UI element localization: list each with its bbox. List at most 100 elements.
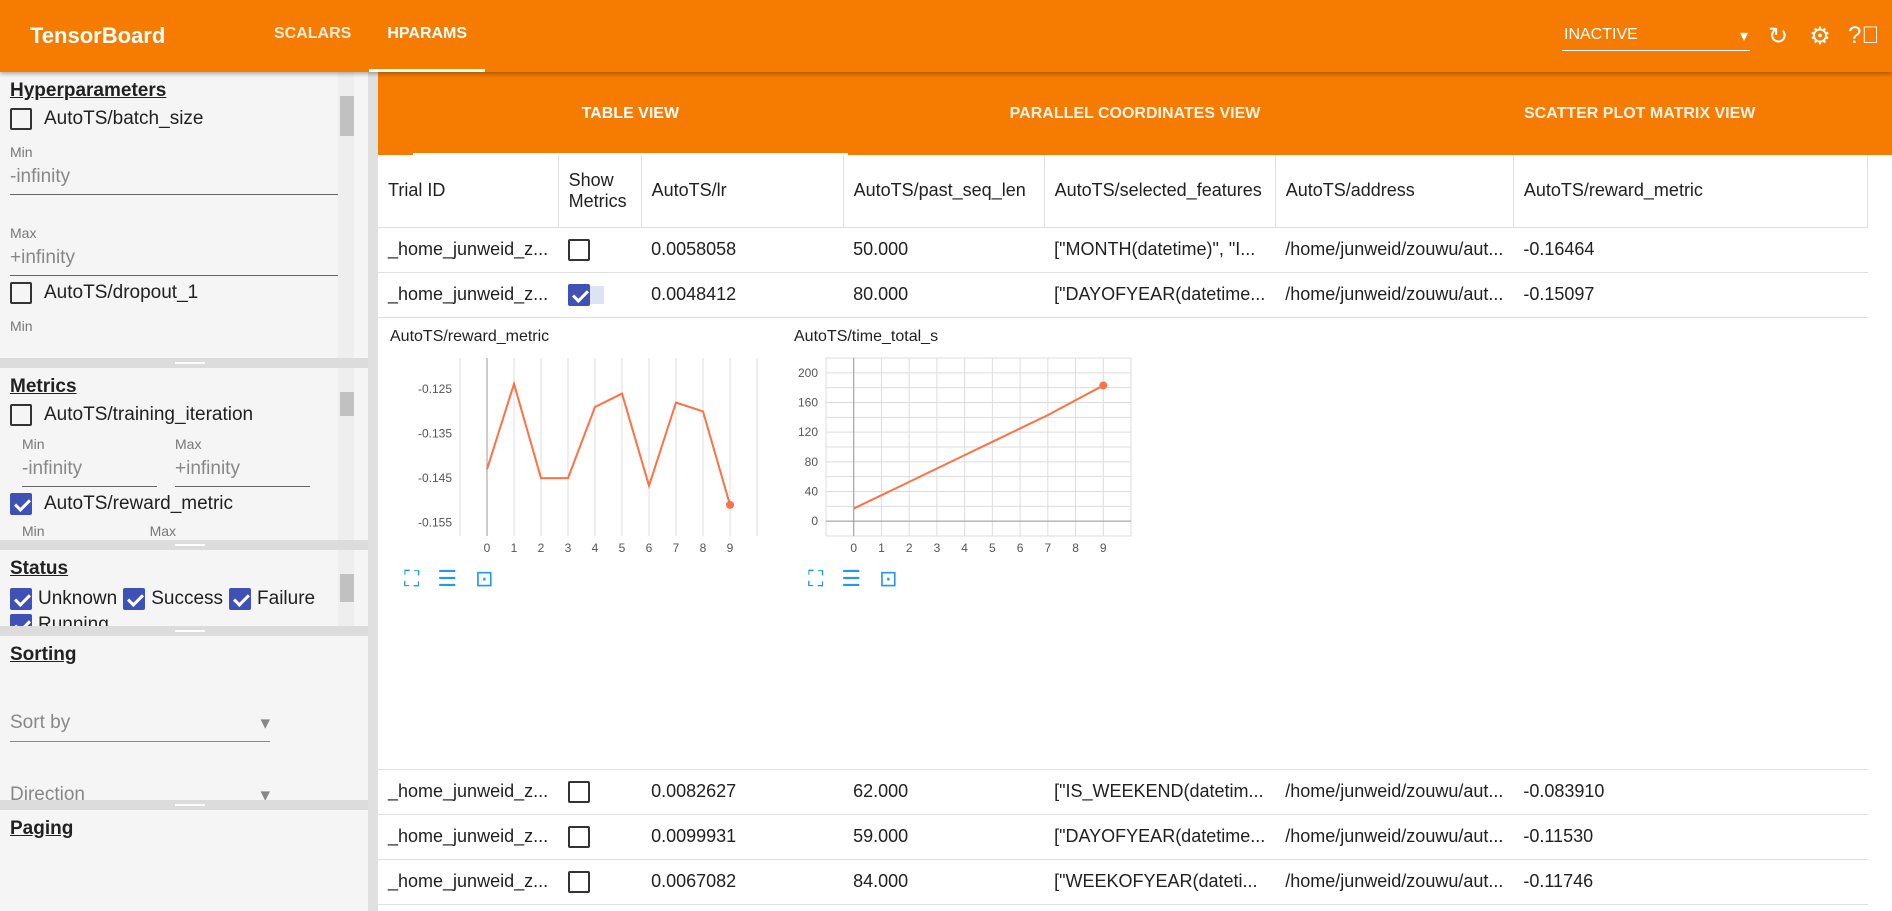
x-tick-label: 5 bbox=[989, 541, 996, 555]
fullscreen-icon[interactable]: ⛶ bbox=[404, 565, 420, 591]
gear-icon[interactable]: ⚙ bbox=[1809, 22, 1831, 50]
y-tick-label: -0.155 bbox=[418, 515, 452, 529]
table-row[interactable]: _home_junweid_z... 0.0099931 59.000 ["DA… bbox=[378, 814, 1868, 860]
max-input[interactable]: +infinity bbox=[175, 452, 310, 487]
column-header[interactable]: Trial ID bbox=[378, 155, 559, 228]
run-selector[interactable]: INACTIVE ▾ bbox=[1562, 22, 1750, 51]
show-metrics-checkbox[interactable] bbox=[568, 825, 591, 848]
y-tick-label: 200 bbox=[798, 365, 818, 379]
hparam-checkbox[interactable]: AutoTS/batch_size bbox=[10, 108, 358, 130]
hyperparameters-pane: Hyperparameters AutoTS/batch_size Min -i… bbox=[0, 72, 368, 358]
address-cell: /home/junweid/zouwu/aut... bbox=[1275, 859, 1514, 905]
tab-scalars[interactable]: SCALARS bbox=[274, 25, 352, 42]
selected-features-cell: ["MONTH(datetime)", "I... bbox=[1044, 227, 1276, 273]
column-header[interactable]: AutoTS/reward_metric bbox=[1513, 155, 1869, 228]
show-metrics-checkbox[interactable] bbox=[568, 283, 591, 306]
trial-id: _home_junweid_z... bbox=[378, 272, 559, 318]
status-unknown[interactable]: Unknown bbox=[10, 588, 117, 610]
y-tick-label: 160 bbox=[798, 395, 818, 409]
tab-hparams[interactable]: HPARAMS bbox=[369, 0, 486, 72]
min-label: Min bbox=[22, 523, 45, 539]
y-tick-label: -0.125 bbox=[418, 382, 452, 396]
table-row[interactable]: _home_junweid_z... 0.0048412 80.000 ["DA… bbox=[378, 272, 1868, 318]
trial-id: _home_junweid_z... bbox=[378, 859, 559, 905]
pane-resizer[interactable] bbox=[0, 626, 368, 636]
show-metrics-cell bbox=[558, 769, 642, 815]
data-point bbox=[726, 500, 734, 509]
tab-table-view[interactable]: TABLE VIEW bbox=[378, 72, 883, 155]
sort-by-label: Sort by bbox=[10, 712, 71, 733]
column-header[interactable]: AutoTS/lr bbox=[641, 155, 844, 228]
scrollbar-thumb[interactable] bbox=[340, 96, 354, 136]
selected-features-cell: ["DAYOFYEAR(datetime... bbox=[1044, 814, 1276, 860]
min-input[interactable]: -infinity bbox=[22, 452, 157, 487]
pane-resizer[interactable] bbox=[0, 540, 368, 550]
past-seq-len-cell: 50.000 bbox=[843, 227, 1045, 273]
checkbox[interactable] bbox=[10, 588, 32, 610]
direction-select[interactable]: Direction ▾ bbox=[10, 778, 270, 800]
table-row[interactable]: _home_junweid_z... 0.0082627 62.000 ["IS… bbox=[378, 769, 1868, 815]
selected-features-cell: ["IS_WEEKEND(datetim... bbox=[1044, 769, 1276, 815]
scrollbar[interactable] bbox=[338, 368, 354, 540]
main-content: TABLE VIEW PARALLEL COORDINATES VIEW SCA… bbox=[378, 72, 1892, 911]
refresh-icon[interactable]: ↻ bbox=[1767, 22, 1789, 50]
status-label: Unknown bbox=[38, 588, 118, 609]
sort-by-select[interactable]: Sort by ▾ bbox=[10, 706, 270, 742]
show-metrics-checkbox[interactable] bbox=[568, 238, 591, 261]
chart-svg: 0 40 80 120 160 200 0 1 2 3 4 5 6 7 8 9 bbox=[798, 357, 1132, 555]
min-input[interactable]: -infinity bbox=[10, 160, 348, 195]
trials-table: Trial ID Show Metrics AutoTS/lr AutoTS/p… bbox=[378, 155, 1869, 905]
table-row[interactable]: _home_junweid_z... 0.0058058 50.000 ["MO… bbox=[378, 227, 1868, 273]
x-tick-label: 7 bbox=[1044, 541, 1051, 555]
x-tick-label: 9 bbox=[1100, 541, 1107, 555]
hparam-checkbox[interactable]: AutoTS/dropout_1 bbox=[10, 282, 358, 304]
x-tick-label: 1 bbox=[878, 541, 885, 555]
checkbox[interactable] bbox=[10, 282, 32, 304]
trial-id: _home_junweid_z... bbox=[378, 814, 559, 860]
scrollbar[interactable] bbox=[338, 72, 354, 358]
pane-resizer[interactable] bbox=[0, 800, 368, 810]
status-label: Failure bbox=[257, 588, 316, 609]
tab-parallel-coordinates-view[interactable]: PARALLEL COORDINATES VIEW bbox=[1009, 105, 1261, 122]
tab-scatter-plot-matrix-view[interactable]: SCATTER PLOT MATRIX VIEW bbox=[1523, 105, 1756, 122]
column-header[interactable]: Show Metrics bbox=[558, 155, 642, 228]
max-label: Max bbox=[175, 436, 202, 452]
fit-domain-icon[interactable]: ⊡ bbox=[475, 565, 494, 591]
checkbox[interactable] bbox=[10, 493, 32, 515]
show-metrics-checkbox[interactable] bbox=[568, 780, 591, 803]
fullscreen-icon[interactable]: ⛶ bbox=[808, 565, 824, 591]
checkbox[interactable] bbox=[10, 108, 32, 130]
metric-checkbox[interactable]: AutoTS/reward_metric bbox=[10, 493, 358, 515]
dropdown-arrow-icon: ▾ bbox=[1739, 27, 1748, 45]
scrollbar-thumb[interactable] bbox=[340, 574, 354, 602]
status-success[interactable]: Success bbox=[123, 588, 223, 610]
y-tick-label: -0.135 bbox=[418, 426, 452, 440]
x-tick-label: 6 bbox=[646, 541, 653, 555]
column-header[interactable]: AutoTS/past_seq_len bbox=[843, 155, 1045, 228]
selected-features-cell: ["DAYOFYEAR(datetime... bbox=[1044, 272, 1276, 318]
log-scale-icon[interactable]: ☰ bbox=[841, 565, 862, 591]
column-header[interactable]: AutoTS/address bbox=[1275, 155, 1514, 228]
scrollbar-thumb[interactable] bbox=[340, 392, 354, 416]
checkbox[interactable] bbox=[229, 588, 252, 610]
x-tick-label: 0 bbox=[484, 541, 491, 555]
help-icon[interactable]: ?⃝ bbox=[1848, 22, 1880, 49]
checkbox[interactable] bbox=[10, 404, 32, 426]
x-tick-label: 9 bbox=[727, 541, 734, 555]
x-tick-label: 3 bbox=[934, 541, 941, 555]
log-scale-icon[interactable]: ☰ bbox=[437, 565, 458, 591]
min-label: Min bbox=[10, 144, 33, 160]
reward-metric-cell: -0.11746 bbox=[1513, 859, 1868, 905]
column-header[interactable]: AutoTS/selected_features bbox=[1044, 155, 1276, 228]
fit-domain-icon[interactable]: ⊡ bbox=[879, 565, 898, 591]
pane-resizer[interactable] bbox=[0, 358, 368, 368]
scrollbar[interactable] bbox=[338, 550, 354, 636]
status-failure[interactable]: Failure bbox=[229, 588, 315, 610]
reward-metric-cell: -0.083910 bbox=[1513, 769, 1868, 815]
show-metrics-checkbox[interactable] bbox=[568, 870, 591, 893]
metric-checkbox[interactable]: AutoTS/training_iteration bbox=[10, 404, 358, 426]
checkbox[interactable] bbox=[123, 588, 146, 610]
table-row[interactable]: _home_junweid_z... 0.0067082 84.000 ["WE… bbox=[378, 859, 1868, 905]
max-input[interactable]: +infinity bbox=[10, 241, 348, 276]
metrics-pane: Metrics AutoTS/training_iteration Min -in… bbox=[0, 368, 368, 540]
